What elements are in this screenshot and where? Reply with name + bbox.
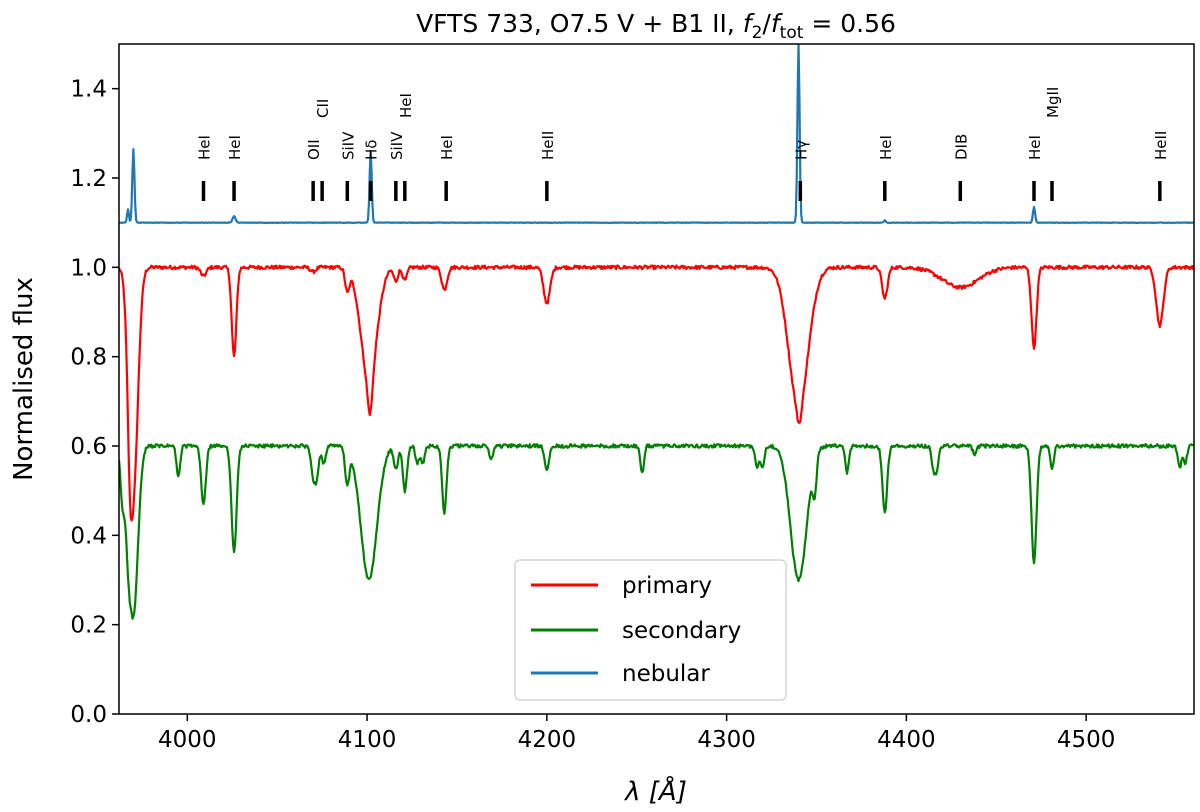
x-axis-label: λ [Å] [623,775,687,807]
line-id-label: HeII [1152,131,1170,160]
y-tick-label: 1.0 [70,255,107,281]
x-tick-label: 4200 [518,727,577,753]
series-line-nebular [119,44,1194,224]
y-tick-label: 1.4 [70,77,107,103]
line-id-label: Hγ [792,140,810,160]
x-tick-label: 4300 [697,727,756,753]
x-axis-label-unit: [Å] [641,775,687,807]
line-id-label: HeI [195,135,213,160]
line-id-label: OII [305,139,323,160]
plot-frame [118,43,1195,715]
x-axis-ticks: 4000 4100 4200 4300 4400 4500 [158,714,1115,753]
line-id-label: CII [314,99,332,118]
chart-title-main: VFTS 733, O7.5 V + B1 II, [416,9,743,38]
legend-label-nebular: nebular [622,661,710,687]
line-id-label: SiIV [388,131,406,160]
y-tick-label: 0.2 [70,613,107,639]
chart-title-equals: = 0.56 [803,9,896,38]
legend-label-secondary: secondary [622,618,741,644]
line-id-label: HeI [226,135,244,160]
x-tick-label: 4400 [877,727,936,753]
y-tick-label: 0.8 [70,345,107,371]
y-axis-ticks: 0.0 0.2 0.4 0.6 0.8 1.0 1.2 1.4 [70,77,119,728]
chart-title-subtot: tot [780,23,804,43]
legend: primary secondary nebular [514,559,787,701]
line-id-label: HeII [539,131,557,160]
chart-title-sub2: 2 [752,23,763,43]
line-id-label: Hδ [363,140,381,160]
y-axis-label: Normalised flux [9,277,39,481]
y-tick-label: 0.0 [70,702,107,728]
plot-area: HeI HeI OII CII SiIV Hδ SiIV HeI HeI HeII Hγ HeI DIB… [119,44,1194,620]
line-id-label: DIB [952,134,970,160]
line-id-label: HeI [877,135,895,160]
line-id-label: HeI [397,93,415,118]
line-id-label: MgII [1044,87,1062,118]
legend-label-primary: primary [622,573,712,599]
chart-title: VFTS 733, O7.5 V + B1 II, f2/ftot = 0.56 [416,9,896,43]
chart-title-slash: / [762,9,771,38]
x-tick-label: 4100 [338,727,397,753]
line-identifications: HeI HeI OII CII SiIV Hδ SiIV HeI HeI HeII Hγ HeI DIB… [195,87,1170,201]
legend-box [514,559,787,701]
x-tick-label: 4000 [158,727,217,753]
y-tick-label: 0.6 [70,434,107,460]
series-line-secondary [119,443,1194,620]
y-tick-label: 1.2 [70,166,107,192]
line-id-label: HeI [1026,135,1044,160]
y-tick-label: 0.4 [70,523,107,549]
x-tick-label: 4500 [1057,727,1116,753]
line-id-label: HeI [438,135,456,160]
series-line-primary [119,264,1194,522]
x-axis-label-lambda: λ [623,777,640,807]
series-group [119,44,1194,620]
line-id-label: SiIV [339,131,357,160]
